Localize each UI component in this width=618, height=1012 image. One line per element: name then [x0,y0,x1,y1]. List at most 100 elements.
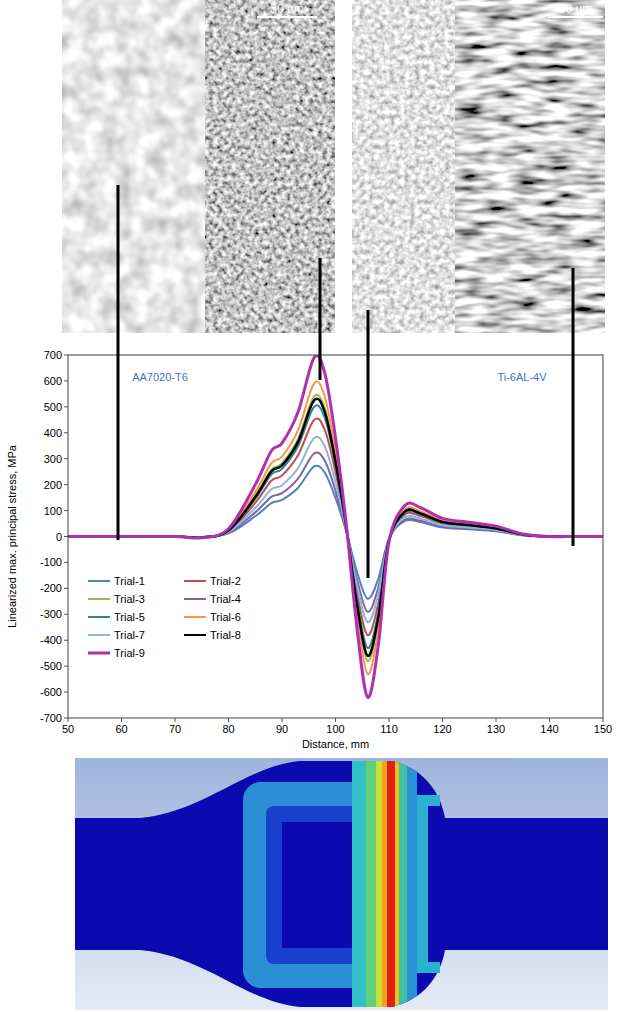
plot-frame [68,355,603,718]
x-tick [282,718,283,722]
series-line [68,355,603,697]
y-tick-label: 400 [44,427,62,439]
connector-line [319,258,322,380]
x-tick [389,718,390,722]
connector-line [117,185,120,540]
legend-label: Trial-8 [210,629,241,641]
contour-band [266,806,364,964]
contour-band [417,795,440,973]
y-tick-label: -300 [40,608,62,620]
x-tick-label: 140 [540,723,558,735]
y-tick [64,718,68,719]
contour-band [407,760,417,1010]
micrograph [352,0,455,333]
series-line [68,382,603,674]
contour-bands [243,760,417,1010]
y-tick-label: -100 [40,556,62,568]
contour-band [352,760,366,1010]
y-tick-label: 500 [44,401,62,413]
micrograph [62,0,205,333]
x-tick [549,718,550,722]
x-tick-label: 130 [487,723,505,735]
x-tick-label: 100 [326,723,344,735]
x-tick-label: 110 [380,723,398,735]
y-tick [64,406,68,407]
scale-bar-label: 50 um [559,2,592,16]
fe-contour [75,758,608,1010]
y-tick [64,562,68,563]
contour-band [282,822,352,948]
annotation: AA7020-T6 [132,371,188,383]
x-tick-label: 50 [62,723,74,735]
y-tick [64,666,68,667]
y-tick-label: 100 [44,505,62,517]
y-tick [64,536,68,537]
scale-bar-label: 50 um [270,2,303,16]
scale-bar [257,16,317,18]
contour-band [366,760,376,1010]
figure: 50 um 50 um -700 -600 -500 -400 -300 -200 -100 0 1… [0,0,618,1012]
contour-band [387,760,395,1010]
y-tick-label: -500 [40,660,62,672]
contour-band [399,760,407,1010]
legend: Trial-1 Trial-2 Trial-3 Trial-4 Trial-5 Trial… [88,575,241,659]
x-tick [496,718,497,722]
connectors [118,185,573,578]
legend-label: Trial-2 [210,575,241,587]
x-tick [442,718,443,722]
connector-line [572,268,575,546]
x-tick [335,718,336,722]
micrograph [205,0,335,333]
x-tick-label: 120 [433,723,451,735]
y-axis-title: Linearized max. principal stress, MPa [6,444,18,628]
legend-swatch [88,634,110,636]
y-tick-label: -700 [40,712,62,724]
x-tick [175,718,176,722]
legend-swatch [184,598,206,600]
connector-line [367,310,370,578]
y-tick-label: -600 [40,686,62,698]
y-tick [64,614,68,615]
x-tick [121,718,122,722]
contour-band [395,760,399,1010]
y-tick-label: -200 [40,582,62,594]
legend-label: Trial-3 [114,593,145,605]
legend-label: Trial-5 [114,611,145,623]
legend-swatch [88,616,110,618]
x-axis-title: Distance, mm [302,738,369,750]
y-tick-label: 600 [44,375,62,387]
legend-swatch [184,616,206,618]
micrographs: 50 um 50 um [62,0,605,333]
series-line [68,453,603,612]
x-tick [228,718,229,722]
x-tick [68,718,69,722]
y-tick [64,432,68,433]
legend-label: Trial-1 [114,575,145,587]
y-tick [64,355,68,356]
contour-background [75,758,608,1010]
x-tick-label: 150 [594,723,612,735]
y-tick [64,510,68,511]
contour-band [376,760,382,1010]
scale-bar [548,16,603,18]
y-tick [64,588,68,589]
plot-background [68,355,603,718]
chart: -700-600-500-400-300-200-100010020030040… [6,349,612,750]
y-tick-label: 200 [44,479,62,491]
y-tick [64,640,68,641]
legend-swatch [88,598,110,600]
legend-swatch [184,580,206,582]
y-tick-label: 0 [56,531,62,543]
series-group [68,355,603,697]
x-tick-label: 60 [115,723,127,735]
y-tick [64,380,68,381]
legend-label: Trial-9 [114,647,145,659]
y-tick [64,692,68,693]
legend-label: Trial-4 [210,593,241,605]
legend-label: Trial-6 [210,611,241,623]
x-tick [603,718,604,722]
y-tick [64,484,68,485]
y-tick-label: -400 [40,634,62,646]
legend-label: Trial-7 [114,629,145,641]
x-tick-label: 80 [222,723,234,735]
